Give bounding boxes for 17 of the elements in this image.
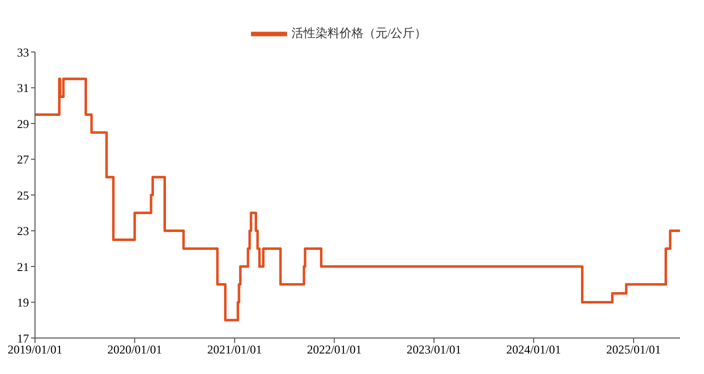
x-tick-label: 2023/01/01 <box>406 342 462 357</box>
x-tick-label: 2021/01/01 <box>207 342 262 357</box>
legend-label: 活性染料价格（元/公斤） <box>291 26 427 40</box>
y-tick-label: 17 <box>17 331 29 346</box>
x-tick-label: 2024/01/01 <box>506 342 561 357</box>
y-tick-label: 25 <box>17 188 29 202</box>
y-tick-label: 27 <box>17 152 29 167</box>
x-tick-label: 2019/01/01 <box>8 342 62 357</box>
y-tick-label: 23 <box>17 224 29 238</box>
x-tick-label: 2025/01/01 <box>606 342 661 357</box>
y-tick-label: 33 <box>17 45 29 60</box>
x-tick-label: 2020/01/01 <box>107 342 162 357</box>
y-tick-label: 19 <box>17 296 29 310</box>
y-tick-label: 29 <box>17 116 29 131</box>
y-tick-label: 21 <box>17 260 29 274</box>
x-tick-label: 2022/01/01 <box>306 342 362 357</box>
y-tick-label: 31 <box>17 81 29 96</box>
